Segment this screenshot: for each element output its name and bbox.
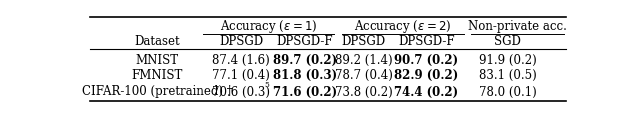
Text: 74.4 (0.2): 74.4 (0.2) [394,85,458,99]
Text: 81.8 (0.3): 81.8 (0.3) [273,69,337,82]
Text: 89.2 (1.4): 89.2 (1.4) [335,54,392,67]
Text: Accuracy ($\varepsilon = 2$): Accuracy ($\varepsilon = 2$) [355,18,452,35]
Text: 83.1 (0.5): 83.1 (0.5) [479,69,536,82]
Text: DPSGD-F: DPSGD-F [276,35,333,48]
Text: 78.0 (0.1): 78.0 (0.1) [479,85,536,99]
Text: 91.9 (0.2): 91.9 (0.2) [479,54,536,67]
Text: Accuracy ($\varepsilon = 1$): Accuracy ($\varepsilon = 1$) [220,18,317,35]
Text: 90.7 (0.2): 90.7 (0.2) [394,54,458,67]
Text: 82.9 (0.2): 82.9 (0.2) [394,69,458,82]
Text: 87.4 (1.6): 87.4 (1.6) [212,54,270,67]
Text: SGD: SGD [494,35,521,48]
Text: Dataset: Dataset [134,35,180,48]
Text: DPSGD: DPSGD [342,35,386,48]
Text: 70.6 (0.3): 70.6 (0.3) [212,85,270,99]
Text: CIFAR-100 (pretrained) †: CIFAR-100 (pretrained) † [81,85,232,99]
Text: 73.8 (0.2): 73.8 (0.2) [335,85,392,99]
Text: 89.7 (0.2): 89.7 (0.2) [273,54,337,67]
Text: DPSGD-F: DPSGD-F [398,35,454,48]
Text: Non-private acc.: Non-private acc. [468,20,566,33]
Text: 71.6 (0.2): 71.6 (0.2) [273,85,337,99]
Text: 5: 5 [264,81,269,89]
Text: 77.1 (0.4): 77.1 (0.4) [212,69,270,82]
Text: DPSGD: DPSGD [219,35,263,48]
Text: MNIST: MNIST [135,54,179,67]
Text: FMNIST: FMNIST [131,69,182,82]
Text: 78.7 (0.4): 78.7 (0.4) [335,69,393,82]
